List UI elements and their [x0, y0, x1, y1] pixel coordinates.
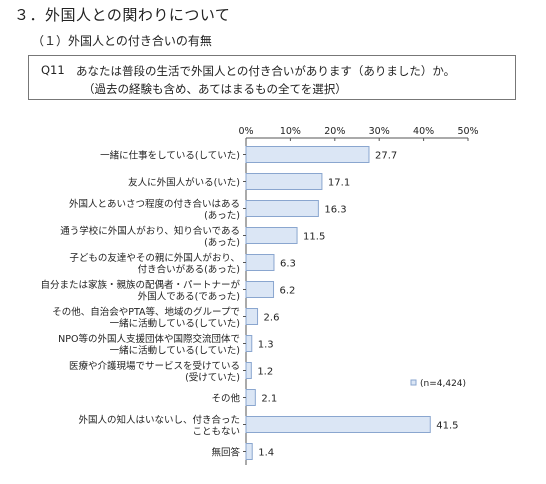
data-label: 2.6	[264, 313, 280, 324]
bar	[245, 308, 259, 325]
data-label: 6.3	[280, 259, 296, 270]
x-tick-label: 20%	[324, 126, 345, 137]
category-label: 無回答	[211, 447, 240, 459]
data-label: 27.7	[375, 151, 397, 162]
bar	[245, 173, 323, 190]
data-label: 1.4	[258, 448, 274, 459]
bar	[245, 200, 319, 217]
subsection-title: （１）外国人との付き合いの有無	[32, 34, 212, 48]
bar	[245, 416, 431, 433]
question-number: Q11	[41, 63, 65, 77]
category-label: 外国人の知人はいないし、付き合った	[78, 414, 240, 426]
category-label: (あった)	[204, 210, 240, 221]
legend-label: (n=4,424)	[420, 379, 466, 389]
category-label: 一緒に仕事をしている(していた)	[100, 150, 240, 162]
category-label: 一緒に活動している(していた)	[110, 344, 240, 356]
bar	[245, 254, 275, 271]
category-label: 一緒に活動している(していた)	[110, 317, 240, 329]
bar	[245, 146, 370, 163]
bar	[245, 281, 275, 298]
x-tick-label: 40%	[413, 126, 434, 137]
bar	[245, 362, 252, 379]
category-label: 通う学校に外国人がおり、知り合いである	[60, 225, 240, 237]
category-label: その他	[211, 393, 240, 405]
data-label: 6.2	[280, 286, 296, 297]
data-label: 1.3	[258, 340, 274, 351]
x-tick-label: 30%	[369, 126, 390, 137]
category-label: 自分または家族・親族の配偶者・パートナーが	[40, 279, 240, 291]
bar	[245, 443, 253, 460]
category-label: こともない	[192, 426, 240, 437]
x-tick-label: 10%	[280, 126, 301, 137]
x-tick-label: 0%	[238, 126, 253, 137]
category-label: (受けていた)	[185, 371, 240, 383]
section-title: ３．外国人との関わりについて	[14, 6, 231, 24]
question-text: あなたは普段の生活で外国人との付き合いがあります（ありました）か。	[76, 64, 456, 78]
question-note: （過去の経験も含め、あてはまるもの全てを選択）	[83, 82, 347, 96]
category-label: 友人に外国人がいる(いた)	[128, 177, 240, 189]
data-label: 16.3	[324, 205, 346, 216]
bar	[245, 227, 298, 244]
data-label: 41.5	[436, 421, 458, 432]
data-label: 11.5	[303, 232, 325, 243]
category-label: 外国人とあいさつ程度の付き合いはある	[69, 198, 240, 210]
data-label: 1.2	[257, 367, 273, 378]
category-label: 付き合いがある(あった)	[138, 263, 240, 275]
bar	[245, 335, 253, 352]
data-label: 17.1	[328, 178, 350, 189]
category-label: 子どもの友達やその親に外国人がおり、	[69, 252, 240, 264]
category-label: NPO等の外国人支援団体や国際交流団体で	[58, 333, 240, 345]
legend-swatch	[410, 379, 417, 386]
x-tick-label: 50%	[457, 126, 478, 137]
category-label: (あった)	[204, 237, 240, 248]
category-label: その他、自治会やPTA等、地域のグループで	[52, 306, 240, 318]
bar	[245, 389, 256, 406]
data-label: 2.1	[261, 394, 277, 405]
question-box: Q11 あなたは普段の生活で外国人との付き合いがあります（ありました）か。 （過…	[28, 55, 516, 100]
category-label: 外国人である(であった)	[138, 290, 240, 302]
category-label: 医療や介護現場でサービスを受けている	[69, 360, 240, 372]
